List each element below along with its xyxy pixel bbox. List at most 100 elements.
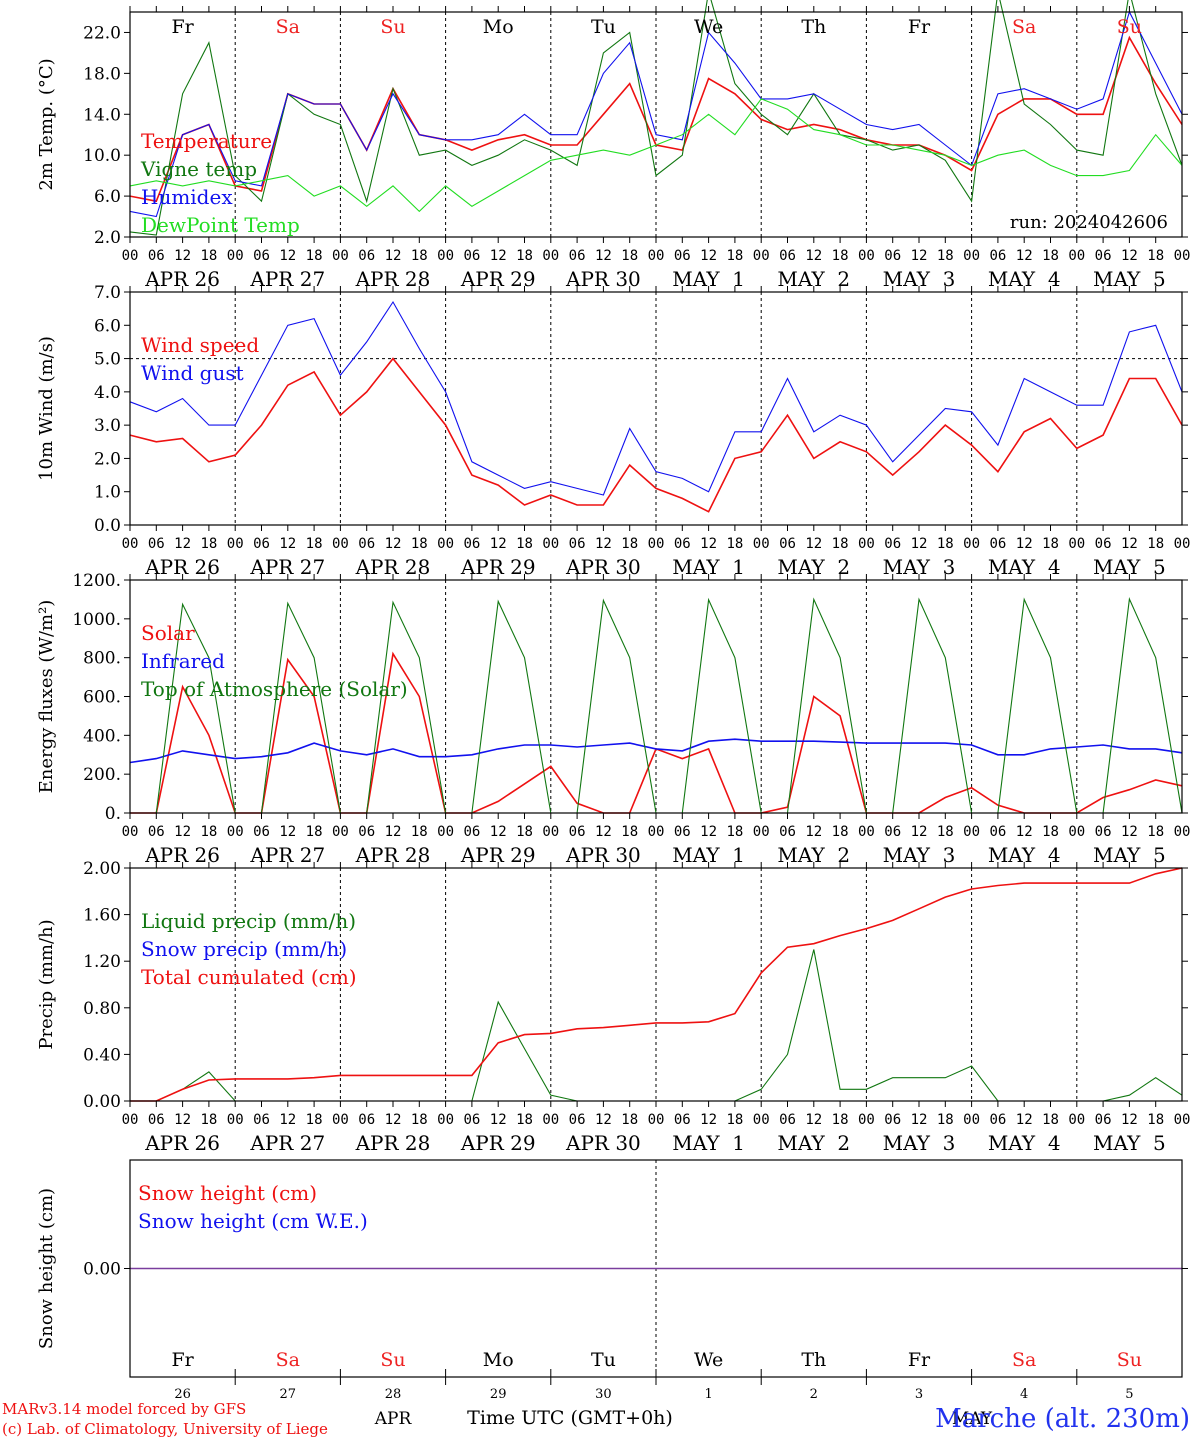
hour-tick-label: 00: [648, 536, 665, 552]
y-tick-label: 4.0: [94, 383, 121, 403]
hour-tick-label: 06: [463, 1112, 480, 1128]
hour-tick-label: 18: [937, 536, 954, 552]
legend-entry: Snow height (cm): [138, 1181, 317, 1205]
hour-tick-label: 00: [648, 1112, 665, 1128]
hour-tick-label: 12: [174, 1112, 191, 1128]
hour-tick-label: 12: [1016, 536, 1033, 552]
series-line-red: [130, 867, 1183, 1102]
date-label: APR 28: [355, 1131, 431, 1155]
hour-tick-label: 18: [1147, 1112, 1164, 1128]
hour-tick-label: 00: [227, 1112, 244, 1128]
legend-entry: Vigne temp: [140, 157, 257, 181]
hour-tick-label: 18: [621, 536, 638, 552]
y-axis-label: 10m Wind (m/s): [36, 336, 57, 481]
legend-entry: Top of Atmosphere (Solar): [141, 677, 408, 701]
hour-tick-label: 06: [989, 536, 1006, 552]
weekday-label: We: [694, 1349, 723, 1371]
y-tick-label: 18.0: [83, 64, 121, 84]
hour-tick-label: 00: [1174, 824, 1191, 840]
weekday-label: Fr: [908, 16, 931, 38]
weekday-label: Su: [1117, 1349, 1142, 1371]
y-tick-label: 1.60: [83, 906, 121, 926]
panel-5: 0.00 Snow height (cm) Snow height (cm) Snow…: [36, 1159, 1188, 1402]
legend-entry: Temperature: [141, 129, 272, 153]
panel-2: 0.0 1.0 2.0 3.0 4.0 5.0 6.0 7.0 10m Wind (m/s) Wi…: [36, 283, 1190, 579]
hour-tick-label: 12: [1121, 1112, 1138, 1128]
hour-tick-label: 00: [858, 824, 875, 840]
hour-tick-label: 18: [200, 248, 217, 264]
hour-tick-label: 06: [1095, 824, 1112, 840]
hour-tick-label: 00: [1068, 248, 1085, 264]
panel-1: 2.0 6.0 10.0 14.0 18.0 22.0 2m Temp. (°C) Tempe…: [36, 0, 1190, 291]
y-tick-label: 600.: [83, 688, 121, 708]
date-label: MAY 1: [672, 1131, 745, 1155]
y-tick-label: 2.00: [83, 859, 121, 879]
hour-tick-label: 00: [122, 536, 139, 552]
hour-tick-label: 00: [542, 536, 559, 552]
series-line-blue: [129, 300, 1183, 496]
run-annotation: run: 2024042606: [1010, 212, 1168, 233]
hour-tick-label: 12: [490, 824, 507, 840]
hour-tick-label: 18: [1042, 248, 1059, 264]
y-tick-label: 6.0: [94, 187, 121, 207]
legend-entry: Solar: [141, 621, 195, 645]
hour-tick-label: 12: [911, 248, 928, 264]
hour-tick-label: 06: [148, 1112, 165, 1128]
hour-tick-label: 00: [332, 824, 349, 840]
y-axis-label: Snow height (cm): [36, 1188, 57, 1349]
footer: MARv3.14 model forced by GFS (c) Lab. of…: [2, 1400, 1190, 1438]
hour-tick-label: 00: [437, 536, 454, 552]
hour-tick-label: 06: [463, 536, 480, 552]
hour-tick-label: 12: [700, 1112, 717, 1128]
hour-tick-label: 18: [306, 1112, 323, 1128]
hour-tick-label: 18: [621, 824, 638, 840]
hour-tick-label: 06: [463, 824, 480, 840]
hour-tick-label: 18: [726, 536, 743, 552]
hour-tick-label: 18: [516, 536, 533, 552]
hour-tick-label: 18: [411, 1112, 428, 1128]
hour-tick-label: 18: [411, 248, 428, 264]
hour-tick-label: 00: [332, 536, 349, 552]
hour-tick-label: 12: [279, 824, 296, 840]
weekday-label: Fr: [908, 1349, 931, 1371]
hour-tick-label: 12: [490, 248, 507, 264]
legend-entry: Wind speed: [141, 333, 259, 357]
hour-tick-label: 18: [621, 248, 638, 264]
date-label: APR 27: [249, 1131, 325, 1155]
hour-tick-label: 18: [200, 824, 217, 840]
legend-entry: Liquid precip (mm/h): [141, 909, 356, 933]
y-tick-label: 22.0: [83, 23, 121, 43]
hour-tick-label: 00: [1174, 248, 1191, 264]
series-line-lightgreen: [129, 98, 1183, 213]
hour-tick-label: 12: [700, 824, 717, 840]
hour-tick-label: 18: [306, 824, 323, 840]
weekday-label: Sa: [1012, 1349, 1036, 1371]
hour-tick-label: 18: [832, 536, 849, 552]
date-label: APR 30: [565, 1131, 641, 1155]
hour-tick-label: 18: [832, 1112, 849, 1128]
hour-tick-label: 00: [122, 248, 139, 264]
hour-tick-label: 06: [358, 824, 375, 840]
hour-tick-label: 18: [1042, 1112, 1059, 1128]
date-label: MAY 5: [1093, 1131, 1166, 1155]
series-line-green: [129, 0, 1183, 236]
hour-tick-label: 00: [332, 1112, 349, 1128]
hour-tick-label: 06: [884, 536, 901, 552]
hour-tick-label: 00: [542, 1112, 559, 1128]
day-number: 26: [174, 1387, 191, 1402]
y-tick-label: 800.: [83, 649, 121, 669]
hour-tick-label: 18: [1147, 824, 1164, 840]
weekday-label: Fr: [171, 1349, 194, 1371]
hour-tick-label: 00: [648, 824, 665, 840]
hour-tick-label: 00: [542, 824, 559, 840]
month-label-may: MAY: [952, 1409, 993, 1429]
weekday-label: Th: [801, 16, 826, 38]
hour-tick-label: 18: [306, 248, 323, 264]
y-tick-label: 1000.: [72, 610, 121, 630]
series-line-red: [129, 357, 1183, 513]
hour-tick-label: 12: [805, 824, 822, 840]
weekday-label: We: [694, 16, 723, 38]
hour-tick-label: 06: [674, 824, 691, 840]
y-tick-label: 1200.: [72, 571, 121, 591]
hour-tick-label: 00: [1174, 1112, 1191, 1128]
